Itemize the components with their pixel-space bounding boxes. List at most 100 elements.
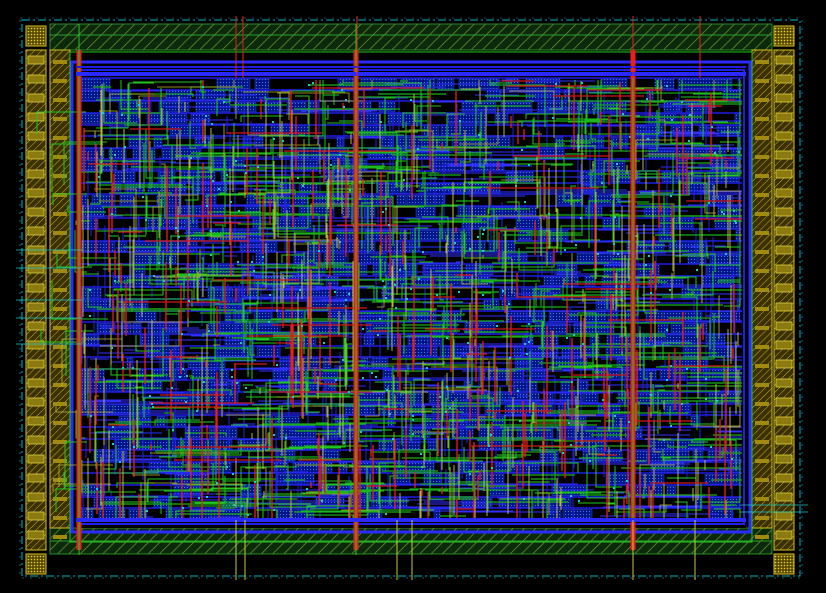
metal2-wire <box>451 120 461 135</box>
metal2-wire <box>702 459 741 503</box>
io-pad-contact <box>755 250 769 254</box>
via <box>153 275 155 277</box>
metal2-wire <box>51 281 108 320</box>
metal2-wire <box>191 501 246 518</box>
metal2-wire <box>339 80 344 85</box>
metal2-wire <box>691 439 708 443</box>
std-cell <box>478 439 512 450</box>
metal2-wire <box>135 386 144 401</box>
metal2-wire <box>608 170 658 183</box>
std-cell <box>491 206 528 217</box>
metal2-wire <box>98 134 169 145</box>
via <box>122 367 124 369</box>
std-cell <box>582 450 623 462</box>
std-cell <box>307 102 319 113</box>
via <box>436 294 438 296</box>
metal2-wire <box>100 160 155 174</box>
io-pad <box>27 207 45 217</box>
std-cell <box>554 136 564 148</box>
io-pad <box>27 511 45 521</box>
io-pad-contact <box>53 421 67 425</box>
metal2-wire <box>269 471 316 508</box>
metal2-wire <box>589 80 658 94</box>
metal2-wire <box>569 285 639 316</box>
std-cell <box>380 136 395 148</box>
poly-wire <box>310 203 354 214</box>
metal2-wire <box>128 82 154 121</box>
io-pad <box>775 169 793 179</box>
io-pad-contact <box>53 535 67 539</box>
std-cell <box>250 125 266 136</box>
poly-wire <box>431 366 498 405</box>
via <box>335 379 337 381</box>
std-cell <box>119 195 135 206</box>
std-cell <box>277 450 296 462</box>
via <box>254 481 256 483</box>
io-pad <box>27 359 45 369</box>
metal2-wire <box>390 402 403 445</box>
metal2-wire <box>662 296 698 338</box>
via <box>276 364 278 366</box>
metal2-wire <box>533 288 560 323</box>
via <box>235 160 237 162</box>
io-pad <box>27 131 45 141</box>
metal2-wire <box>507 201 520 222</box>
via <box>681 101 683 103</box>
metal2-wire <box>164 412 174 432</box>
via <box>178 236 180 238</box>
metal2-wire <box>518 248 574 271</box>
via <box>509 357 511 359</box>
metal2-wire <box>202 333 240 337</box>
metal2-wire <box>446 387 449 400</box>
via <box>362 328 364 330</box>
io-pad <box>27 416 45 426</box>
std-cell <box>276 474 315 485</box>
via <box>395 307 397 309</box>
std-cell <box>444 229 473 241</box>
metal2-wire <box>441 204 465 239</box>
via <box>388 224 390 226</box>
metal2-wire <box>124 88 162 126</box>
std-cell <box>105 381 138 392</box>
metal2-wire <box>414 104 427 122</box>
via <box>708 202 710 204</box>
via <box>385 297 387 299</box>
via <box>218 188 220 190</box>
via <box>410 288 412 290</box>
via <box>519 420 521 422</box>
metal2-wire <box>295 95 310 146</box>
via <box>628 421 630 423</box>
via <box>508 303 510 305</box>
io-pad-contact <box>53 155 67 159</box>
via <box>382 211 384 213</box>
std-cell <box>600 78 628 89</box>
std-cell <box>128 509 148 520</box>
io-pad-contact <box>755 212 769 216</box>
metal2-wire <box>249 321 255 356</box>
io-pad-contact <box>53 60 67 64</box>
io-pad <box>27 530 45 540</box>
via <box>671 119 673 121</box>
via <box>478 134 480 136</box>
metal2-wire <box>603 160 640 193</box>
via <box>635 235 637 237</box>
metal2-wire <box>185 432 227 436</box>
via <box>526 353 528 355</box>
std-cell <box>595 427 621 438</box>
std-cell <box>175 357 185 369</box>
std-cell <box>207 288 234 299</box>
via <box>686 368 688 370</box>
via <box>89 315 91 317</box>
metal2-wire <box>567 399 578 410</box>
poly-wire <box>133 253 187 295</box>
via <box>385 208 387 210</box>
metal2-wire <box>190 347 249 377</box>
via <box>490 434 492 436</box>
poly-wire <box>248 243 267 290</box>
via <box>133 446 135 448</box>
poly-wire <box>639 464 675 477</box>
via <box>301 325 303 327</box>
io-pad-contact <box>755 193 769 197</box>
via <box>399 269 401 271</box>
io-pad-contact <box>755 155 769 159</box>
